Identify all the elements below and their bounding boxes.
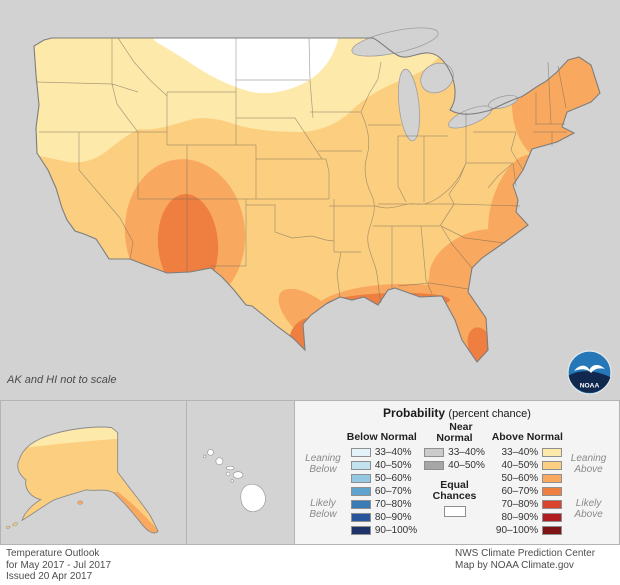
label-leaning-below: Leaning Below [305,453,341,475]
swatch-near-40-50 [424,461,445,470]
label-leaning-above: Leaning Above [570,453,607,475]
island-kahoolawe [230,479,234,483]
island-lanai [226,471,231,477]
footer-title: Temperature Outlook [6,548,100,559]
ak-region-above-40-50 [17,427,159,533]
row-below-80-90: 80–90% [343,511,421,524]
swatch-above-50-60 [542,474,563,483]
footer-issued-date: Issued 20 Apr 2017 [6,571,93,582]
swatch-below-60-70 [350,487,371,496]
footer-attribution: NWS Climate Prediction Center Map by NOA… [455,548,595,571]
swatch-above-90-100 [542,526,563,535]
lake-superior [351,27,439,57]
swatch-equal-chances [443,506,466,517]
footer-outlook-info: Temperature Outlook for May 2017 - Jul 2… [6,548,111,583]
noaa-logo-text: NOAA [580,382,600,389]
us-outline [33,37,601,363]
noaa-logo: NOAA [567,350,612,395]
noaa-logo-bird-icon [574,365,605,374]
row-near-33-40: 33–40% [424,446,485,459]
legend-body: Leaning Below Likely Below Below Normal … [303,422,611,537]
aleutian-islands [6,500,83,529]
swatch-below-40-50 [350,461,371,470]
alaska-outline [17,426,159,534]
island-hawaii-big-island [240,483,266,512]
alaska-map-svg [6,426,159,534]
swatch-below-50-60 [350,474,371,483]
swatch-below-80-90 [350,513,371,522]
row-near-40-50: 40–50% [424,459,485,472]
row-above-60-70: 60–70% [488,485,566,498]
legend-side-labels-left: Leaning Below Likely Below [303,422,343,537]
row-below-90-100: 90–100% [343,524,421,537]
label-likely-below: Likely Below [309,498,337,520]
swatch-above-70-80 [542,500,563,509]
hawaii-islands [203,449,266,512]
swatch-near-33-40 [424,448,445,457]
legend-column-above-normal: Above Normal 33–40% 40–50% 50–60% 60–70%… [488,422,566,537]
alaska-probability-regions [17,427,159,533]
near-normal-header: Near Normal [436,421,473,444]
lake-huron [420,62,454,94]
island-niihau [203,454,207,458]
island-oahu [215,457,224,466]
island-molokai [225,465,235,471]
row-below-60-70: 60–70% [343,485,421,498]
legend-panel: Probability (percent chance) Leaning Bel… [295,400,620,545]
row-above-80-90: 80–90% [488,511,566,524]
row-above-50-60: 50–60% [488,472,566,485]
map-note: AK and HI not to scale [7,374,117,386]
above-normal-header: Above Normal [491,431,563,443]
conus-map-svg [0,0,620,400]
swatch-below-70-80 [350,500,371,509]
row-above-40-50: 40–50% [488,459,566,472]
ak-region-above-33-40 [17,427,159,451]
noaa-logo-wave [568,371,611,393]
row-below-50-60: 50–60% [343,472,421,485]
row-above-33-40: 33–40% [488,446,566,459]
swatch-above-60-70 [542,487,563,496]
row-below-33-40: 33–40% [343,446,421,459]
legend-column-near-normal: Near Normal 33–40% 40–50% Equal Chances [421,422,489,537]
hawaii-inset [187,400,295,545]
label-likely-above: Likely Above [574,498,603,520]
footer-credit: Map by NOAA Climate.gov [455,559,574,571]
equal-chances-label: Equal Chances [432,479,477,502]
island-maui [232,471,244,479]
bottom-row: Probability (percent chance) Leaning Bel… [0,400,620,545]
row-below-40-50: 40–50% [343,459,421,472]
footer: Temperature Outlook for May 2017 - Jul 2… [0,545,620,585]
footer-period: for May 2017 - Jul 2017 [6,559,112,571]
hawaii-map-svg [203,449,266,512]
swatch-below-90-100 [350,526,371,535]
kodiak-island [77,500,83,505]
row-below-70-80: 70–80% [343,498,421,511]
legend-title-note: (percent chance) [448,408,531,420]
footer-source: NWS Climate Prediction Center [455,548,596,559]
row-above-90-100: 90–100% [488,524,566,537]
swatch-above-33-40 [542,448,563,457]
legend-title: Probability (percent chance) [303,406,611,420]
swatch-below-33-40 [350,448,371,457]
legend-title-word: Probability [383,406,446,420]
below-normal-header: Below Normal [346,431,417,443]
legend-side-labels-right: Leaning Above Likely Above [566,422,611,537]
row-above-70-80: 70–80% [488,498,566,511]
aleutian-island [12,522,18,527]
map-canvas: AK and HI not to scale NOAA [0,0,620,400]
great-lakes [351,27,518,142]
aleutian-island [6,525,11,529]
state-borders [35,37,567,304]
lake-michigan [397,68,421,142]
island-kauai [207,449,214,456]
swatch-above-80-90 [542,513,563,522]
swatch-above-40-50 [542,461,563,470]
alaska-inset [0,400,187,545]
region-equal-chances-north [147,38,338,94]
legend-column-below-normal: Below Normal 33–40% 40–50% 50–60% 60–70%… [343,422,421,537]
